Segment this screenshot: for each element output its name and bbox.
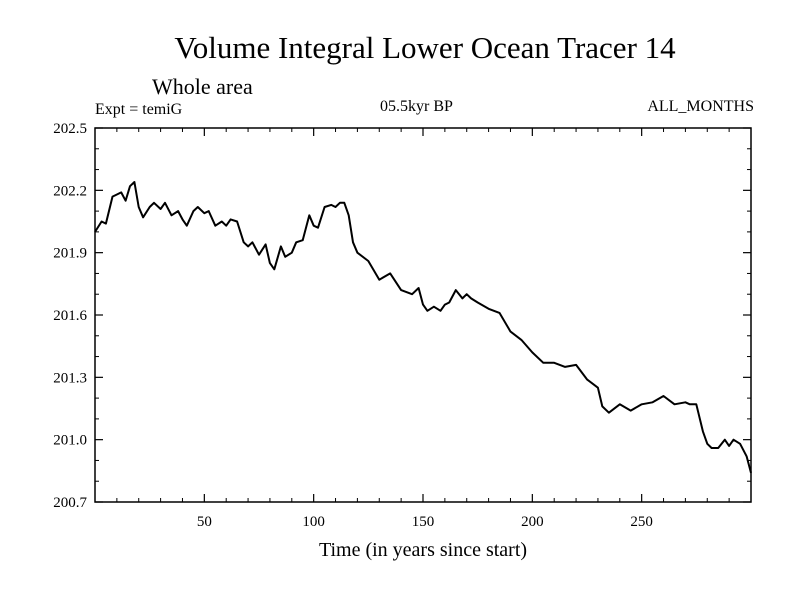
y-tick-label: 201.6: [53, 308, 87, 324]
y-tick-label: 201.3: [53, 370, 87, 386]
x-tick-label: 150: [412, 514, 435, 530]
period-label: 05.5kyr BP: [380, 98, 453, 115]
axis-tick-labels: 50 100 150 200 250 200.7 201.0 201.3 201.6 201.9 2…: [53, 121, 653, 530]
y-tick-label: 202.2: [53, 183, 87, 199]
chart-title: Volume Integral Lower Ocean Tracer 14: [174, 30, 676, 65]
chart-subtitle: Whole area: [152, 74, 253, 99]
x-tick-label: 100: [302, 514, 325, 530]
months-label: ALL_MONTHS: [647, 98, 754, 115]
y-tick-label: 200.7: [53, 495, 87, 511]
experiment-label: Expt = temiG: [95, 101, 183, 118]
x-tick-label: 250: [630, 514, 653, 530]
series-line: [94, 181, 752, 474]
x-tick-label: 50: [197, 514, 212, 530]
y-tick-label: 201.0: [53, 433, 87, 449]
axis-ticks: [95, 127, 751, 503]
y-tick-label: 201.9: [53, 246, 87, 262]
y-tick-label: 202.5: [53, 121, 87, 137]
plot-frame: [94, 127, 752, 503]
x-tick-label: 200: [521, 514, 544, 530]
x-axis-label: Time (in years since start): [318, 539, 528, 561]
